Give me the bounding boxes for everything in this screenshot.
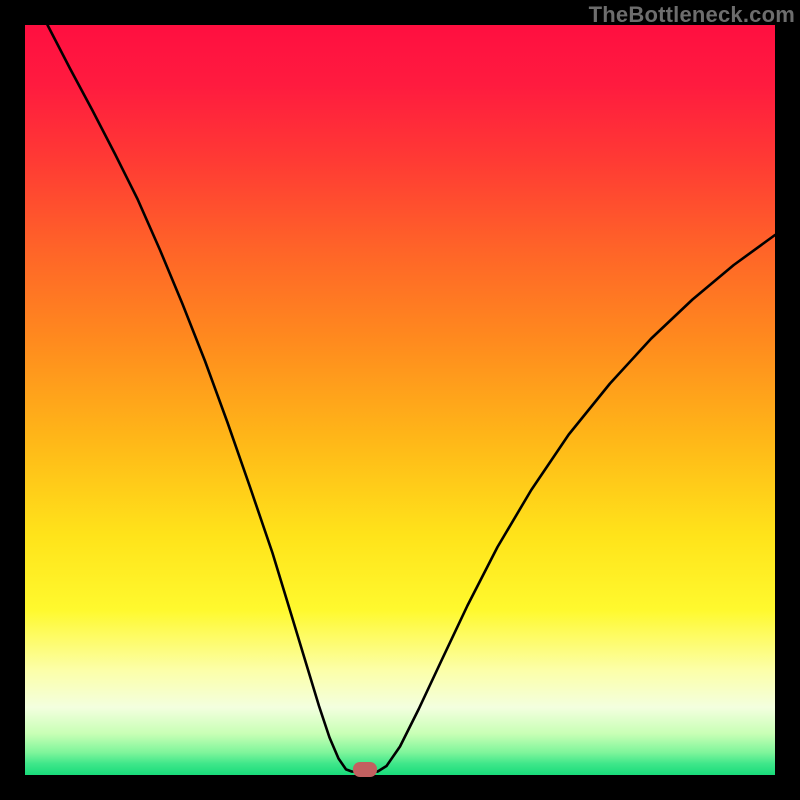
watermark-text: TheBottleneck.com xyxy=(589,2,795,28)
bottleneck-marker xyxy=(353,762,377,777)
curve-layer xyxy=(0,0,800,800)
bottleneck-curve xyxy=(48,25,776,772)
chart-frame: TheBottleneck.com xyxy=(0,0,800,800)
